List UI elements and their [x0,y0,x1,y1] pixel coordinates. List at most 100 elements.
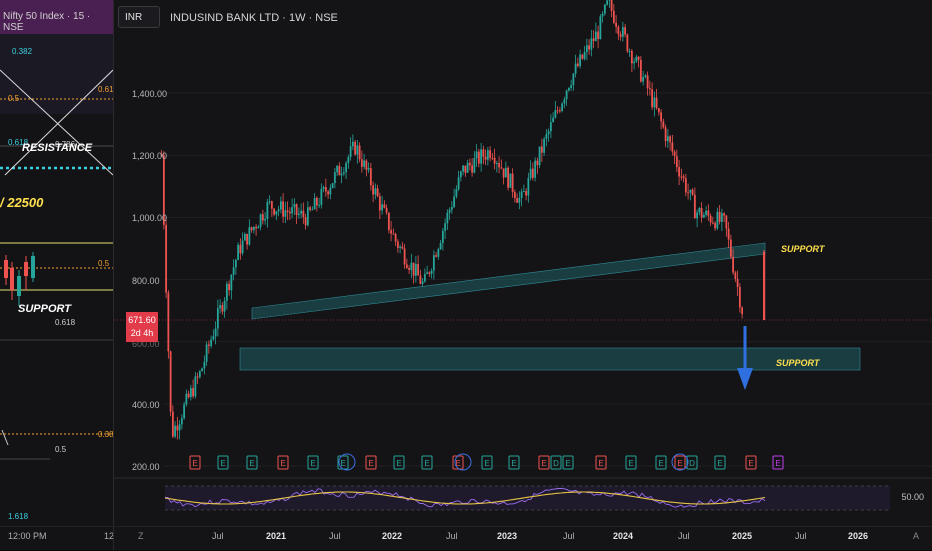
candle-body [230,275,232,290]
candle-body [581,55,583,59]
fib-label: 0.382 [12,47,32,56]
candle-body [624,27,626,34]
candle-body [383,204,385,207]
candle-body [476,152,478,159]
candle-body [656,98,658,108]
candle-body [212,336,214,339]
support-annotation: SUPPORT [776,358,819,368]
nifty-chart-panel[interactable]: Nifty 50 Index · 15 · NSE 0.382 0.5 0.61… [0,0,114,550]
candle-body [219,305,221,308]
candle-body [397,241,399,247]
candle-body [473,158,475,172]
candle-body [264,219,266,220]
earnings-marker-label: E [192,459,197,468]
candle-body [620,34,622,37]
candle-body [660,112,662,121]
earnings-marker: E [539,456,549,469]
rsi-band [165,486,890,510]
candle-body [354,142,356,155]
bar-countdown: 2d 4h [126,327,158,340]
candle-body [507,168,509,188]
candle-body [172,412,174,437]
candle-body [545,134,547,139]
candle-body [658,108,660,112]
earnings-marker-label: E [748,459,753,468]
earnings-marker: E [190,456,200,469]
fib-label: 0.618 [55,318,75,327]
candle-body [329,188,331,194]
candle-body [365,160,367,169]
candle-body [707,211,709,216]
candle-body [224,301,226,312]
candle-body [298,214,300,215]
candle-body [399,247,401,248]
candle-body [613,11,615,23]
candle-body [671,142,673,151]
candle-body [291,207,293,213]
candle-body [521,191,523,198]
candle-body [602,14,604,17]
earnings-marker-label: E [565,459,570,468]
candle-body [692,190,694,195]
candle-body [386,208,388,213]
earnings-marker-label: E [541,459,546,468]
earnings-marker-label: E [396,459,401,468]
candle-body [705,211,707,215]
earnings-marker: E [482,456,492,469]
candle-body [714,223,716,228]
candle-body [237,245,239,260]
candle-body [464,166,466,173]
candle-body [703,215,705,218]
candle-body [530,169,532,179]
candle-body [401,247,403,249]
candle-body [667,136,669,141]
candle-body [469,163,471,166]
candle-body [296,204,298,215]
rsi-level-label: 50.00 [901,492,924,502]
candle-body [183,404,185,418]
earnings-marker: E [394,456,404,469]
candle-body [737,279,739,287]
candle-body [449,210,451,213]
candle-body [683,177,685,179]
candle-body [280,201,282,209]
symbol-title[interactable]: INDUSIND BANK LTD · 1W · NSE [170,12,338,24]
candle-body [208,345,210,346]
candle-body [518,198,520,203]
candle-body [640,60,642,82]
candle-body [255,227,257,228]
candle-body [741,308,743,315]
candle-body [599,16,601,39]
candle-body [442,231,444,243]
earnings-marker: D [687,456,697,469]
candle-body [496,163,498,164]
candle-body [451,207,453,210]
zoom-reset-button[interactable]: Z [138,531,144,541]
earnings-marker-label: E [340,459,345,468]
down-arrow-head [737,368,753,390]
earnings-marker: E [218,456,228,469]
candle-body [721,213,723,222]
candle-body [559,111,561,112]
candle-body [478,152,480,164]
x-tick: Jul [446,531,458,541]
earnings-marker: E [746,456,756,469]
candle-body [554,110,556,117]
candle-body [615,23,617,27]
earnings-marker: E [308,456,318,469]
x-tick: Jul [563,531,575,541]
candle-body [548,131,550,134]
candle-body [550,122,552,131]
currency-selector[interactable]: INR [118,6,160,28]
candle-body [244,234,246,241]
x-tick: 2023 [497,531,517,541]
candle-body [262,214,264,220]
candle-body [669,136,671,142]
candle-body [192,388,194,396]
candle-body [723,213,725,215]
candle-body [390,230,392,233]
auto-scale-button[interactable]: A [913,531,919,541]
candle-body [593,38,595,41]
